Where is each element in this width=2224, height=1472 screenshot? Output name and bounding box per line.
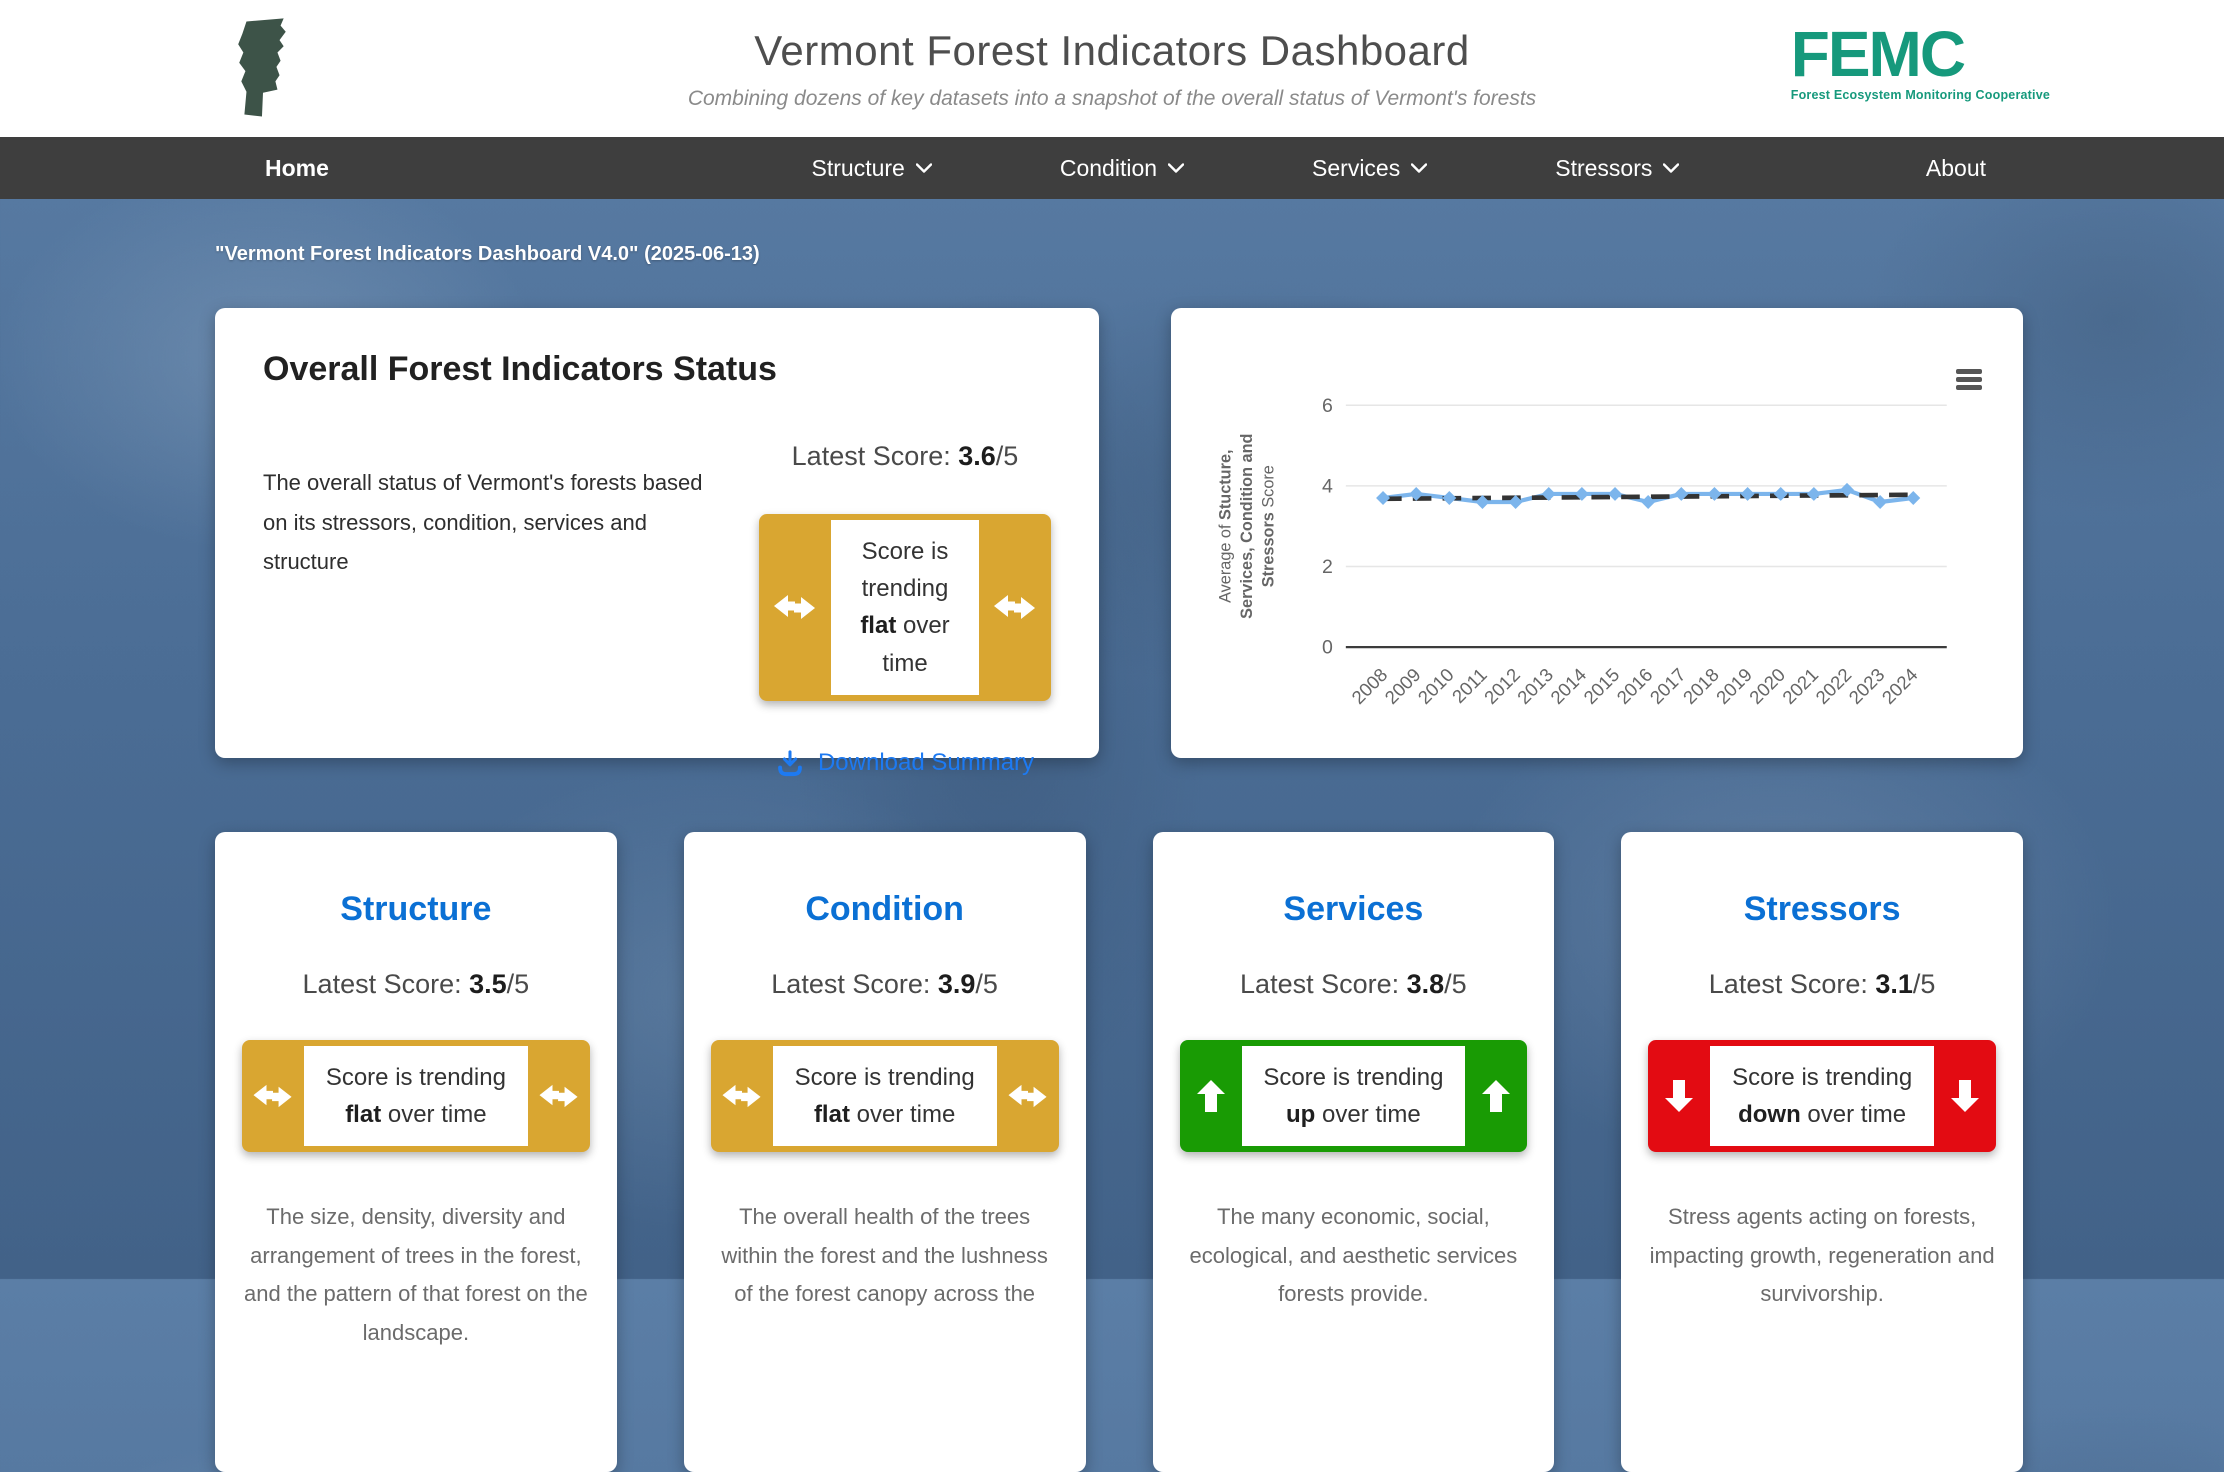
main-nav: Home Structure Condition Services Stress… xyxy=(0,137,2224,199)
svg-text:Stressors Score: Stressors Score xyxy=(1259,465,1277,587)
stressors-card: Stressors Latest Score: 3.1/5 Score is t… xyxy=(1621,832,2023,1472)
trend-badge: Score is trending flat over time xyxy=(710,1040,1059,1153)
trend-arrow-right xyxy=(997,1040,1059,1152)
overall-status-card: Overall Forest Indicators Status The ove… xyxy=(215,308,1099,776)
card-description: The size, density, diversity and arrange… xyxy=(244,1204,588,1345)
chart-menu-icon[interactable] xyxy=(1953,366,1985,393)
svg-text:2023: 2023 xyxy=(1844,664,1888,708)
trend-arrow-left xyxy=(242,1040,304,1152)
svg-text:Average of Stucture,: Average of Stucture, xyxy=(1216,449,1234,602)
trend-arrow-left xyxy=(1180,1040,1242,1152)
card-title: Structure xyxy=(340,890,492,928)
download-icon xyxy=(778,750,802,776)
svg-text:2020: 2020 xyxy=(1745,664,1789,708)
card-latest-score: Latest Score: 3.9/5 xyxy=(771,969,998,999)
trend-badge: Score is trending flat over time xyxy=(242,1040,590,1153)
flat-arrows-icon xyxy=(991,593,1039,621)
flat-arrows-icon xyxy=(537,1083,581,1109)
nav-item-structure[interactable]: Structure xyxy=(812,155,932,182)
nav-item-about[interactable]: About xyxy=(1925,154,1986,181)
nav-item-condition[interactable]: Condition xyxy=(1060,155,1185,182)
overall-trend-chart[interactable]: 0 2 4 6 200820092010201120122013201420152016… xyxy=(1197,336,1997,748)
trend-arrow-left xyxy=(1648,1040,1710,1152)
up-arrow-icon xyxy=(1481,1079,1511,1113)
svg-text:2012: 2012 xyxy=(1480,664,1524,708)
vermont-state-logo-icon[interactable] xyxy=(232,13,294,125)
nav-item-home[interactable]: Home xyxy=(265,154,329,181)
trend-badge-text: Score is trending flat over time xyxy=(304,1046,528,1147)
download-summary-link[interactable]: Download Summary xyxy=(776,749,1034,777)
svg-text:2008: 2008 xyxy=(1347,664,1391,708)
svg-text:2: 2 xyxy=(1322,556,1333,578)
svg-text:2022: 2022 xyxy=(1811,664,1855,708)
svg-text:2019: 2019 xyxy=(1712,664,1756,708)
trend-arrow-right xyxy=(1934,1040,1996,1152)
svg-text:4: 4 xyxy=(1322,475,1333,497)
overall-trend-chart-card: 0 2 4 6 2008 2009 2010 2011 2012 2013 2014 2015 2016… xyxy=(1171,308,2023,758)
structure-card: Structure Latest Score: 3.5/5 Score is t… xyxy=(215,832,617,1472)
card-title: Condition xyxy=(805,890,964,928)
svg-text:0: 0 xyxy=(1322,637,1333,659)
card-latest-score: Latest Score: 3.1/5 xyxy=(1708,969,1936,999)
page-subtitle: Combining dozens of key datasets into a … xyxy=(687,86,1537,110)
overall-trend-badge: Score is trending flat over time xyxy=(759,514,1051,701)
flat-arrows-icon xyxy=(720,1083,764,1109)
chevron-down-icon xyxy=(1411,163,1428,173)
overall-description: The overall status of Vermont's forests … xyxy=(263,470,703,575)
card-latest-score: Latest Score: 3.8/5 xyxy=(1240,969,1467,999)
card-title: Services xyxy=(1283,890,1424,928)
svg-text:2013: 2013 xyxy=(1513,664,1557,708)
card-description: The many economic, social, ecological, a… xyxy=(1189,1204,1518,1307)
card-description: The overall health of the trees within t… xyxy=(721,1204,1048,1307)
femc-tagline: Forest Ecosystem Monitoring Cooperative xyxy=(1790,88,2050,102)
svg-text:2017: 2017 xyxy=(1646,664,1690,708)
trend-arrow-left xyxy=(711,1040,773,1152)
svg-text:2018: 2018 xyxy=(1679,664,1723,708)
svg-text:2009: 2009 xyxy=(1380,664,1424,708)
chevron-down-icon xyxy=(915,163,932,173)
chevron-down-icon xyxy=(1663,163,1680,173)
svg-text:2024: 2024 xyxy=(1878,664,1922,708)
svg-text:2011: 2011 xyxy=(1448,664,1491,707)
trend-badge: Score is trending up over time xyxy=(1179,1040,1528,1153)
overall-title: Overall Forest Indicators Status xyxy=(263,350,777,388)
condition-card: Condition Latest Score: 3.9/5 Score is t… xyxy=(683,832,1086,1472)
version-line: "Vermont Forest Indicators Dashboard V4.… xyxy=(215,243,760,265)
flat-arrows-icon xyxy=(771,593,819,621)
femc-logo[interactable]: FEMC Forest Ecosystem Monitoring Coopera… xyxy=(1791,22,2050,102)
overall-latest-score: Latest Score: 3.6/5 xyxy=(791,441,1019,471)
svg-text:2021: 2021 xyxy=(1778,664,1822,708)
down-arrow-icon xyxy=(1664,1079,1694,1113)
svg-text:6: 6 xyxy=(1322,395,1333,417)
trend-arrow-right xyxy=(528,1040,590,1152)
trend-badge-text: Score is trending up over time xyxy=(1241,1046,1466,1147)
up-arrow-icon xyxy=(1196,1079,1226,1113)
svg-text:2010: 2010 xyxy=(1414,664,1458,708)
down-arrow-icon xyxy=(1950,1079,1980,1113)
svg-text:2016: 2016 xyxy=(1612,664,1656,708)
svg-text:2015: 2015 xyxy=(1579,664,1623,708)
trend-badge-text: Score is trending flat over time xyxy=(831,520,979,695)
nav-item-services[interactable]: Services xyxy=(1312,155,1428,182)
nav-item-stressors[interactable]: Stressors xyxy=(1555,155,1680,182)
trend-arrow-right xyxy=(1465,1040,1527,1152)
card-latest-score: Latest Score: 3.5/5 xyxy=(302,969,530,999)
page-title: Vermont Forest Indicators Dashboard xyxy=(754,26,1470,74)
trend-arrow-left xyxy=(759,514,831,701)
chevron-down-icon xyxy=(1168,163,1185,173)
site-header: Vermont Forest Indicators Dashboard Comb… xyxy=(0,0,2224,137)
trend-badge-text: Score is trending down over time xyxy=(1710,1046,1934,1147)
trend-badge: Score is trending down over time xyxy=(1648,1040,1996,1153)
card-title: Stressors xyxy=(1743,890,1901,928)
flat-arrows-icon xyxy=(1006,1083,1050,1109)
svg-text:2014: 2014 xyxy=(1546,664,1590,708)
card-description: Stress agents acting on forests, impacti… xyxy=(1649,1204,1995,1307)
femc-acronym: FEMC xyxy=(1790,18,1966,90)
svg-text:Services, Condition and: Services, Condition and xyxy=(1238,434,1256,619)
flat-arrows-icon xyxy=(251,1083,295,1109)
trend-arrow-right xyxy=(979,514,1051,701)
services-card: Services Latest Score: 3.8/5 Score is tr… xyxy=(1152,832,1555,1472)
trend-badge-text: Score is trending flat over time xyxy=(772,1046,997,1147)
